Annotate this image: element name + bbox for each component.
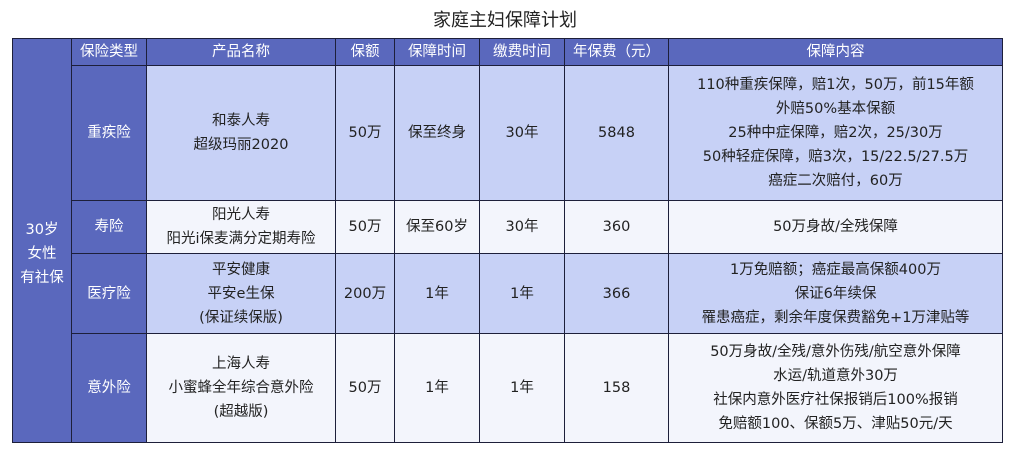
product-cell: 上海人寿小蜜蜂全年综合意外险 (超越版): [146, 333, 336, 443]
term-cell: 保至60岁: [394, 200, 480, 254]
content-cell: 1万免赔额；癌症最高保额400万 保证6年续保罹患癌症，剩余年度保费豁免+1万津贴…: [668, 253, 1003, 334]
text-line: 保证6年续保: [794, 285, 877, 302]
premium-cell: 158: [564, 333, 669, 443]
header-type: 保险类型: [71, 38, 147, 66]
text-line: 有社保: [20, 269, 64, 286]
text-line: 1万免赔额；癌症最高保额400万: [730, 261, 941, 278]
text-line: 110种重疾保障，赔1次，50万，前15年额: [697, 77, 974, 93]
text-line: 小蜜蜂全年综合意外险: [168, 380, 314, 396]
header-amount: 保额: [335, 38, 395, 66]
pay-cell: 1年: [479, 333, 565, 443]
table-row: 意外险 上海人寿 小蜜蜂全年综合意外险 (超越版) 50万 1年 1年 158 50万身故/全残…: [13, 333, 1003, 443]
header-row: 保险类型 产品名称 保额 保障时间 缴费时间 年保费（元） 保障内容: [12, 38, 1003, 66]
text-line: 超级玛丽2020: [193, 137, 289, 153]
amount-cell: 50万: [335, 65, 395, 201]
type-cell: 意外险: [71, 333, 147, 443]
text-line: 上海人寿: [212, 356, 270, 372]
text-line: 30岁: [25, 221, 59, 238]
text-line: 罹患癌症，剩余年度保费豁免+1万津贴等: [701, 309, 970, 326]
premium-cell: 366: [564, 253, 669, 334]
amount-cell: 50万: [335, 200, 395, 254]
pay-cell: 30年: [479, 200, 565, 254]
text-line: 水运/轨道意外30万: [773, 368, 898, 384]
table-row: 医疗险 平安健康 平安e生保 (保证续保版) 200万 1年 1年 366 1万免赔额；癌症最高…: [13, 253, 1003, 334]
text-line: (保证续保版): [199, 309, 283, 326]
header-premium: 年保费（元）: [564, 38, 669, 66]
text-line: 50万身故/全残/意外伤残/航空意外保障: [710, 344, 961, 360]
content-cell: 110种重疾保障，赔1次，50万，前15年额 外赔50%基本保额 25种中症保障，赔…: [668, 65, 1003, 201]
amount-cell: 50万: [335, 333, 395, 443]
profile-header: [12, 38, 72, 66]
type-cell: 寿险: [71, 200, 147, 254]
text-line: 社保内意外医疗社保报销后100%报销: [713, 392, 958, 408]
page-title: 家庭主妇保障计划: [433, 10, 577, 31]
content-cell: 50万身故/全残保障: [668, 200, 1003, 254]
term-cell: 保至终身: [394, 65, 480, 201]
pay-cell: 30年: [479, 65, 565, 201]
text-line: (超越版): [213, 404, 269, 420]
profile-cell: 30岁女性有社保: [12, 65, 72, 443]
pay-cell: 1年: [479, 253, 565, 334]
term-cell: 1年: [394, 333, 480, 443]
text-line: 50种轻症保障，赔3次，15/22.5/27.5万: [702, 149, 969, 165]
insurance-plan-table: 保险类型 产品名称 保额 保障时间 缴费时间 年保费（元） 保障内容 30岁女性…: [12, 38, 1003, 443]
term-cell: 1年: [394, 253, 480, 334]
type-cell: 重疾险: [71, 65, 147, 201]
text-line: 癌症二次赔付，60万: [768, 173, 903, 189]
text-line: 免赔额100、保额5万、津贴50元/天: [718, 416, 953, 432]
premium-cell: 360: [564, 200, 669, 254]
text-line: 平安健康: [212, 261, 270, 278]
table-row: 寿险 阳光人寿 阳光i保麦满分定期寿险 50万 保至60岁 30年 360 50万身故/全残保…: [13, 200, 1003, 254]
header-content: 保障内容: [668, 38, 1003, 66]
product-cell: 阳光人寿阳光i保麦满分定期寿险: [146, 200, 336, 254]
text-line: 和泰人寿: [212, 113, 270, 129]
text-line: 50万身故/全残保障: [773, 219, 898, 235]
text-line: 阳光i保麦满分定期寿险: [166, 231, 316, 247]
header-term: 保障时间: [394, 38, 480, 66]
text-line: 平安e生保: [207, 285, 275, 302]
premium-cell: 5848: [564, 65, 669, 201]
product-cell: 和泰人寿超级玛丽2020: [146, 65, 336, 201]
text-line: 外赔50%基本保额: [775, 101, 896, 117]
product-cell: 平安健康平安e生保 (保证续保版): [146, 253, 336, 334]
text-line: 25种中症保障，赔2次，25/30万: [728, 125, 943, 141]
header-pay: 缴费时间: [479, 38, 565, 66]
text-line: 女性: [27, 245, 57, 262]
header-product: 产品名称: [146, 38, 336, 66]
table-row: 30岁 女性 有社保 重疾险 和泰人寿 超级玛丽2020 50万 保至终身 30年 5848 110…: [12, 65, 1003, 443]
content-cell: 50万身故/全残/意外伤残/航空意外保障 水运/轨道意外30万社保内意外医疗社保报…: [668, 333, 1003, 443]
amount-cell: 200万: [335, 253, 395, 334]
type-cell: 医疗险: [71, 253, 147, 334]
text-line: 阳光人寿: [212, 207, 270, 223]
